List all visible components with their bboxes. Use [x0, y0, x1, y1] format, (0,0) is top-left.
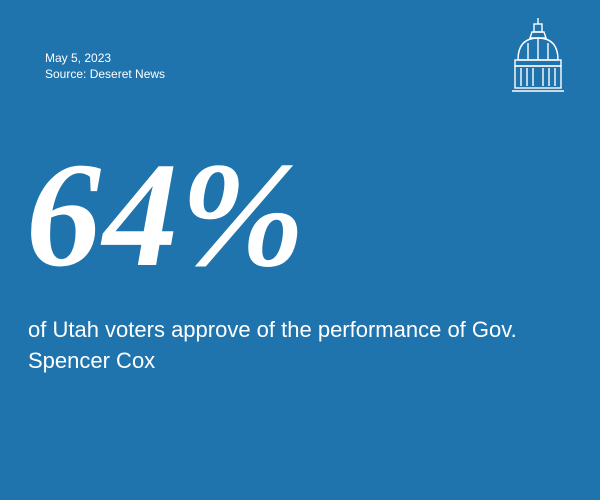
stat-caption: of Utah voters approve of the performanc… [28, 317, 517, 373]
stat-value: 64% [26, 132, 307, 298]
source: Source: Deseret News [45, 67, 166, 81]
date: May 5, 2023 [45, 51, 112, 65]
capitol-logo [512, 18, 564, 92]
